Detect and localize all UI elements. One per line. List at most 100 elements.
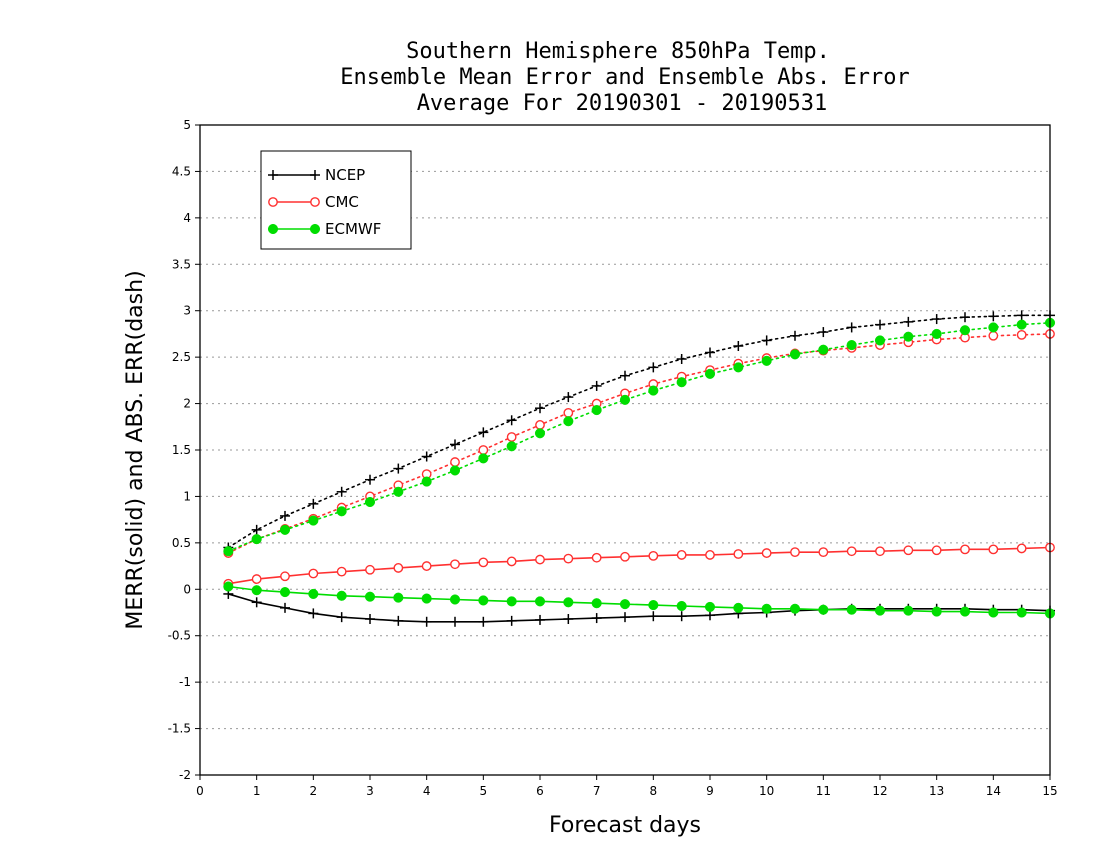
x-tick-label: 2 xyxy=(310,784,318,798)
cmc-mean-error-point xyxy=(875,546,885,557)
y-axis-label: MERR(solid) and ABS. ERR(dash) xyxy=(123,270,148,629)
cmc-mean-error-point xyxy=(960,544,970,555)
x-tick-label: 10 xyxy=(759,784,774,798)
ecmwf-abs-error-point xyxy=(449,465,461,476)
ncep-mean-error-point xyxy=(620,612,630,623)
ecmwf-mean-error-series xyxy=(223,581,1056,619)
ncep-abs-error-point xyxy=(1016,310,1027,321)
legend-entry-cmc: CMC xyxy=(268,193,359,211)
cmc-mean-error-point xyxy=(931,545,942,556)
cmc-mean-error-point xyxy=(393,563,404,573)
cmc-abs-error-point xyxy=(450,457,460,467)
x-tick-label: 13 xyxy=(929,784,944,798)
ncep-mean-error-point xyxy=(535,614,545,625)
legend-marker xyxy=(310,197,320,207)
x-axis-label: Forecast days xyxy=(549,813,701,838)
ncep-abs-error-point xyxy=(676,354,687,364)
ecmwf-mean-error-point xyxy=(818,604,829,615)
ecmwf-abs-error-point xyxy=(393,486,404,497)
y-tick-label: -2 xyxy=(179,768,191,782)
cmc-mean-error-point xyxy=(478,557,489,568)
ecmwf-mean-error-point xyxy=(393,592,404,603)
ecmwf-mean-error-point xyxy=(1016,607,1027,618)
y-tick-label: 2.5 xyxy=(172,350,191,364)
ncep-abs-error-point xyxy=(421,451,432,462)
ncep-mean-error-point xyxy=(280,602,290,613)
ecmwf-mean-error-point xyxy=(506,596,517,607)
x-tick-label: 15 xyxy=(1042,784,1057,798)
ncep-mean-error-point xyxy=(336,612,347,623)
chart-title: Southern Hemisphere 850hPa Temp. Ensembl… xyxy=(340,39,910,116)
y-tick-label: 0 xyxy=(183,582,191,596)
ecmwf-mean-error-point xyxy=(563,597,574,608)
ecmwf-mean-error-point xyxy=(874,605,886,616)
ncep-mean-error-point xyxy=(506,615,517,626)
ncep-abs-error-point xyxy=(733,341,744,351)
x-tick-label: 0 xyxy=(196,784,204,798)
y-tick-label: 5 xyxy=(183,118,191,132)
cmc-abs-error-line xyxy=(227,333,1051,554)
ecmwf-abs-error-point xyxy=(279,524,291,535)
ecmwf-abs-error-series xyxy=(223,317,1056,557)
cmc-mean-error-point xyxy=(846,546,857,557)
y-tick-label: -1.5 xyxy=(168,722,191,736)
cmc-abs-error-point xyxy=(478,445,489,455)
ncep-abs-error-line xyxy=(227,314,1051,549)
x-tick-label: 9 xyxy=(706,784,714,798)
plot-series xyxy=(223,310,1056,627)
cmc-mean-error-point xyxy=(733,549,744,559)
ecmwf-mean-error-point xyxy=(761,603,772,614)
x-tick-label: 1 xyxy=(253,784,261,798)
cmc-mean-error-point xyxy=(421,561,432,571)
cmc-mean-error-point xyxy=(336,566,347,577)
ecmwf-mean-error-point xyxy=(648,600,659,611)
ecmwf-abs-error-point xyxy=(846,340,857,351)
ncep-mean-error-point xyxy=(676,611,687,622)
ncep-abs-error-point xyxy=(931,314,942,325)
x-tick-label: 14 xyxy=(986,784,1001,798)
cmc-mean-error-point xyxy=(365,564,375,575)
cmc-mean-error-point xyxy=(591,552,602,563)
ecmwf-abs-error-point xyxy=(251,534,262,545)
x-tick-label: 3 xyxy=(366,784,374,798)
cmc-abs-error-point xyxy=(563,407,574,418)
y-tick-label: 3.5 xyxy=(172,257,191,271)
cmc-mean-error-series xyxy=(223,542,1055,589)
ecmwf-abs-error-point xyxy=(534,428,546,439)
ecmwf-abs-error-point xyxy=(478,453,489,464)
ecmwf-mean-error-point xyxy=(846,604,857,615)
cmc-mean-error-point xyxy=(280,571,290,582)
ecmwf-abs-error-point xyxy=(421,476,432,487)
ecmwf-mean-error-point xyxy=(421,593,432,604)
ncep-mean-error-point xyxy=(478,616,489,627)
ncep-mean-error-point xyxy=(393,615,404,626)
ncep-abs-error-point xyxy=(875,319,885,330)
ecmwf-mean-error-point xyxy=(279,587,291,598)
ecmwf-abs-error-point xyxy=(818,344,829,355)
cmc-mean-error-point xyxy=(563,553,574,564)
ecmwf-abs-error-point xyxy=(563,416,574,427)
y-tick-label: 1.5 xyxy=(172,443,191,457)
y-tick-label: -0.5 xyxy=(168,629,191,643)
ecmwf-abs-error-point xyxy=(903,331,914,342)
gridlines xyxy=(200,170,1050,730)
y-tick-label: 4.5 xyxy=(172,164,191,178)
ecmwf-abs-error-point xyxy=(336,506,347,517)
ecmwf-abs-error-point xyxy=(704,368,716,379)
ecmwf-abs-error-point xyxy=(648,385,659,396)
cmc-abs-error-series xyxy=(223,329,1055,558)
ncep-mean-error-series xyxy=(223,588,1055,627)
ecmwf-abs-error-point xyxy=(223,546,234,557)
ecmwf-mean-error-point xyxy=(534,596,546,607)
cmc-mean-error-point xyxy=(676,550,687,560)
ecmwf-mean-error-point xyxy=(364,591,376,602)
ncep-abs-error-point xyxy=(818,327,829,338)
ncep-abs-error-point xyxy=(620,370,630,381)
ncep-abs-error-point xyxy=(535,403,545,414)
x-tick-label: 8 xyxy=(650,784,658,798)
ncep-mean-error-point xyxy=(450,616,460,627)
cmc-abs-error-point xyxy=(506,432,517,442)
legend-entry-ecmwf: ECMWF xyxy=(267,220,381,238)
ecmwf-abs-error-point xyxy=(619,394,631,405)
ecmwf-mean-error-point xyxy=(223,581,234,592)
